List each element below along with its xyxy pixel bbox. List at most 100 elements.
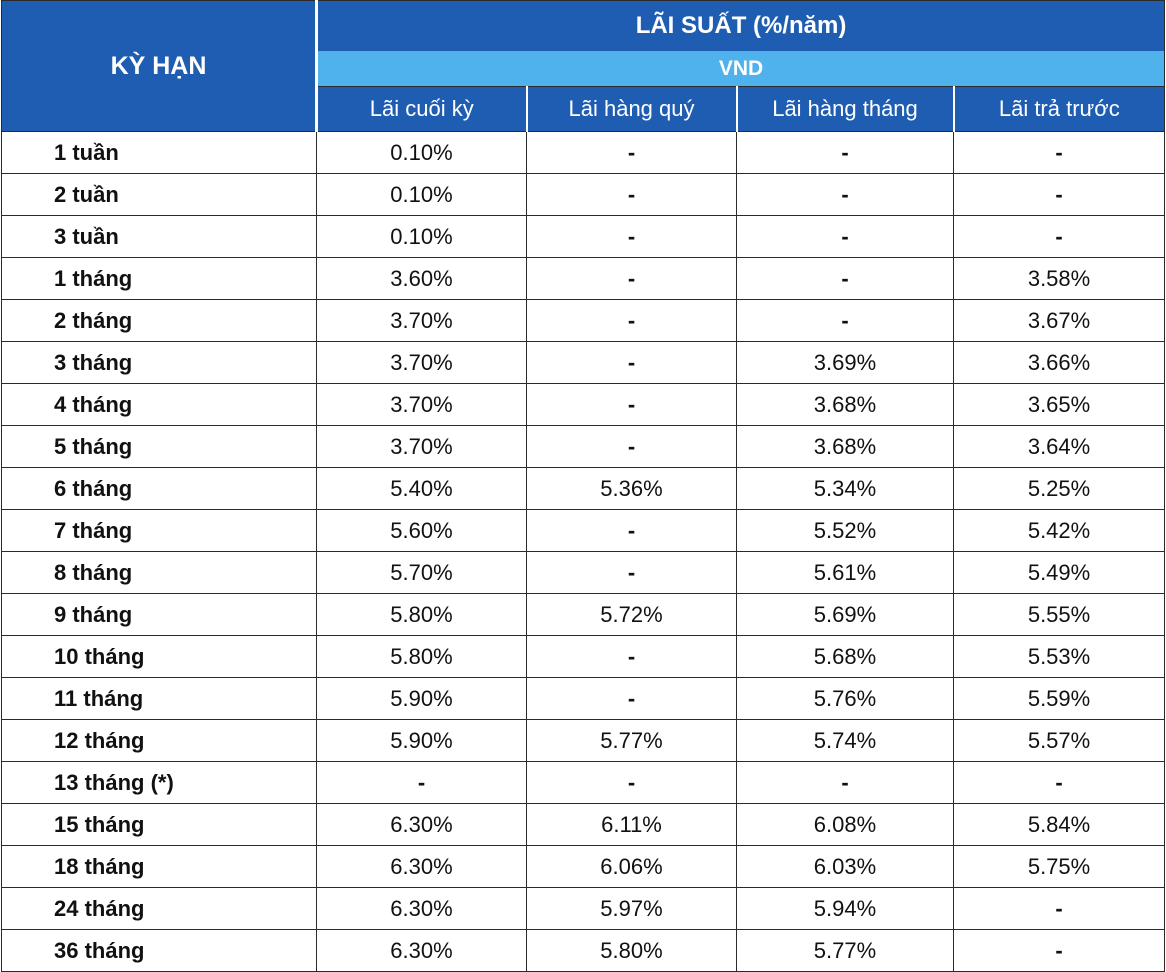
rate-cell: 5.53% [952, 635, 1166, 678]
table-row: 13 tháng (*) - - - - [1, 761, 1166, 804]
rate-cell: - [526, 257, 737, 300]
rate-cell: - [736, 299, 954, 342]
table-row: 24 tháng 6.30% 5.97% 5.94% - [1, 887, 1166, 930]
rate-cell: 3.58% [952, 257, 1166, 300]
rate-cell: - [952, 761, 1166, 804]
term-cell: 24 tháng [1, 887, 317, 930]
table-row: 15 tháng 6.30% 6.11% 6.08% 5.84% [1, 803, 1166, 846]
rate-cell: 3.65% [952, 383, 1166, 426]
term-cell: 6 tháng [1, 467, 317, 510]
rate-cell: 6.30% [316, 929, 527, 972]
rate-cell: 5.57% [952, 719, 1166, 762]
rate-cell: 5.42% [952, 509, 1166, 552]
rate-cell: 0.10% [316, 131, 527, 174]
table-row: 3 tuần 0.10% - - - [1, 215, 1166, 258]
rate-cell: 5.59% [952, 677, 1166, 720]
table-row: 2 tuần 0.10% - - - [1, 173, 1166, 216]
rate-cell: 5.60% [316, 509, 527, 552]
table-row: 18 tháng 6.30% 6.06% 6.03% 5.75% [1, 845, 1166, 888]
rate-cell: 5.90% [316, 677, 527, 720]
rate-cell: 3.70% [316, 383, 527, 426]
rate-cell: - [526, 635, 737, 678]
rate-cell: 5.80% [316, 593, 527, 636]
column-header-prepaid: Lãi trả trước [952, 85, 1166, 133]
table-row: 3 tháng 3.70% -3.69% 3.66% [1, 341, 1166, 384]
rate-cell: 3.60% [316, 257, 527, 300]
rate-cell: 3.68% [736, 425, 954, 468]
rate-cell: 3.64% [952, 425, 1166, 468]
rate-cell: 5.40% [316, 467, 527, 510]
rate-cell: - [526, 341, 737, 384]
rate-cell: 6.30% [316, 845, 527, 888]
rate-cell: 3.70% [316, 425, 527, 468]
term-cell: 9 tháng [1, 593, 317, 636]
table-row: 9 tháng 5.80% 5.72% 5.69% 5.55% [1, 593, 1166, 636]
rate-cell: 3.68% [736, 383, 954, 426]
rate-cell: - [526, 131, 737, 174]
term-cell: 1 tháng [1, 257, 317, 300]
rate-cell: 5.72% [526, 593, 737, 636]
rate-cell: 3.67% [952, 299, 1166, 342]
rate-cell: 5.80% [526, 929, 737, 972]
term-cell: 18 tháng [1, 845, 317, 888]
rate-cell: 6.08% [736, 803, 954, 846]
rate-cell: 5.61% [736, 551, 954, 594]
rate-cell: 6.03% [736, 845, 954, 888]
term-cell: 15 tháng [1, 803, 317, 846]
rate-cell: - [952, 215, 1166, 258]
rate-cell: 5.69% [736, 593, 954, 636]
rate-cell: 5.34% [736, 467, 954, 510]
rate-cell: 5.77% [526, 719, 737, 762]
term-cell: 11 tháng [1, 677, 317, 720]
interest-rate-header: LÃI SUẤT (%/năm) [315, 0, 1166, 52]
rate-cell: - [526, 173, 737, 216]
rate-cell: 5.77% [736, 929, 954, 972]
rate-cell: 5.76% [736, 677, 954, 720]
rate-cell: - [736, 173, 954, 216]
term-cell: 5 tháng [1, 425, 317, 468]
rate-cell: 0.10% [316, 215, 527, 258]
rate-cell: - [526, 425, 737, 468]
rate-cell: - [736, 257, 954, 300]
rate-cell: - [526, 215, 737, 258]
term-cell: 2 tháng [1, 299, 317, 342]
rate-cell: 3.69% [736, 341, 954, 384]
term-cell: 12 tháng [1, 719, 317, 762]
rate-cell: 5.84% [952, 803, 1166, 846]
rate-cell: 5.52% [736, 509, 954, 552]
rate-cell: 5.94% [736, 887, 954, 930]
term-cell: 1 tuần [1, 131, 317, 174]
term-cell: 3 tháng [1, 341, 317, 384]
table-row: 6 tháng 5.40% 5.36% 5.34% 5.25% [1, 467, 1166, 510]
column-header-end-of-term: Lãi cuối kỳ [315, 85, 527, 133]
table-row: 1 tuần 0.10% - - - [1, 131, 1166, 174]
rate-cell: 3.70% [316, 341, 527, 384]
table-row: 5 tháng 3.70% -3.68% 3.64% [1, 425, 1166, 468]
rate-cell: 5.25% [952, 467, 1166, 510]
rate-cell: - [952, 173, 1166, 216]
rate-cell: 5.74% [736, 719, 954, 762]
rate-cell: - [526, 509, 737, 552]
term-cell: 10 tháng [1, 635, 317, 678]
table-row: 4 tháng 3.70% -3.68% 3.65% [1, 383, 1166, 426]
rate-cell: 5.68% [736, 635, 954, 678]
term-cell: 2 tuần [1, 173, 317, 216]
rate-cell: 3.66% [952, 341, 1166, 384]
table-row: 1 tháng 3.60% - -3.58% [1, 257, 1166, 300]
currency-header: VND [315, 51, 1166, 87]
table-row: 2 tháng 3.70% - -3.67% [1, 299, 1166, 342]
rate-cell: - [952, 131, 1166, 174]
table-row: 7 tháng 5.60% -5.52% 5.42% [1, 509, 1166, 552]
rate-cell: - [526, 383, 737, 426]
term-cell: 7 tháng [1, 509, 317, 552]
rate-cell: - [952, 929, 1166, 972]
rate-cell: - [736, 215, 954, 258]
table-row: 10 tháng 5.80% -5.68% 5.53% [1, 635, 1166, 678]
term-cell: 3 tuần [1, 215, 317, 258]
rate-cell: - [526, 551, 737, 594]
term-cell: 36 tháng [1, 929, 317, 972]
rate-cell: 5.97% [526, 887, 737, 930]
table-row: 8 tháng 5.70% -5.61% 5.49% [1, 551, 1166, 594]
rate-cell: 5.55% [952, 593, 1166, 636]
rate-cell: 6.30% [316, 803, 527, 846]
